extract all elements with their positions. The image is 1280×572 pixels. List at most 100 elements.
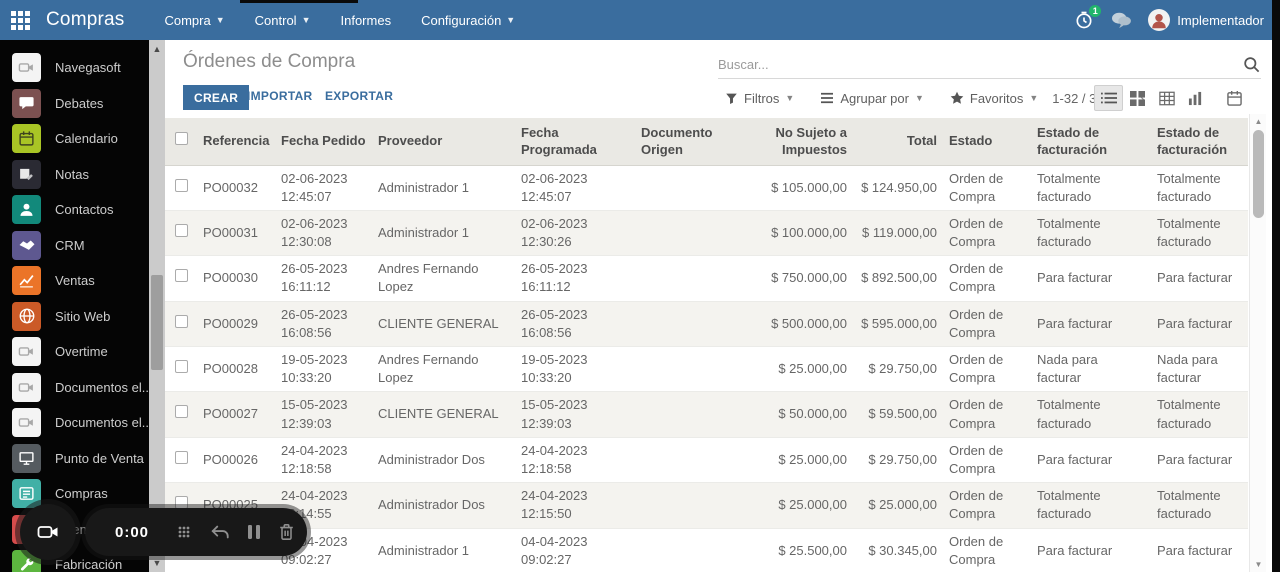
cell-estado-fact-1: Totalmente facturado <box>1031 210 1151 257</box>
table-row[interactable]: PO00027 15-05-2023 12:39:03 CLIENTE GENE… <box>165 391 1248 438</box>
cell-total: $ 124.950,00 <box>853 165 943 211</box>
import-button[interactable]: IMPORTAR <box>247 89 313 103</box>
cell-fecha-pedido: 02-06-2023 12:30:08 <box>275 210 372 257</box>
cell-fecha-programada: 02-06-2023 12:45:07 <box>515 165 635 211</box>
timer-icon[interactable]: 1 <box>1074 5 1102 30</box>
apps-grid-icon[interactable] <box>0 0 40 40</box>
col-referencia[interactable]: Referencia <box>197 118 275 166</box>
sidebar-app-item[interactable]: CRM <box>0 228 165 264</box>
col-proveedor[interactable]: Proveedor <box>372 118 515 166</box>
camera-icon <box>12 372 41 402</box>
sidebar-app-item[interactable]: Contactos <box>0 192 165 228</box>
col-fecha-pedido[interactable]: Fecha Pedido <box>275 118 372 166</box>
top-menu-item[interactable]: Control ▼ <box>254 12 311 28</box>
col-estado-fact-1[interactable]: Estado de facturación <box>1031 118 1151 166</box>
top-menu-item[interactable]: Informes ▼ <box>340 12 392 28</box>
sidebar-scrollbar[interactable]: ▲ ▼ <box>149 40 165 572</box>
filters-button[interactable]: Filtros ▼ <box>725 91 794 106</box>
row-checkbox[interactable] <box>175 450 188 464</box>
row-checkbox[interactable] <box>175 405 188 419</box>
create-button[interactable]: CREAR <box>183 85 250 110</box>
cell-fecha-pedido: 26-05-2023 16:11:12 <box>275 255 372 302</box>
star-icon <box>950 91 964 104</box>
table-row[interactable]: PO00025 24-04-2023 12:14:55 Administrado… <box>165 482 1248 529</box>
sidebar-app-item[interactable]: Documentos el... <box>0 370 165 406</box>
search-input[interactable] <box>718 56 1242 72</box>
sidebar-app-item[interactable]: Overtime <box>0 334 165 370</box>
undo-icon[interactable] <box>210 523 230 541</box>
row-checkbox[interactable] <box>175 178 188 192</box>
sidebar-app-item[interactable]: Ventas <box>0 263 165 299</box>
col-no-sujeto[interactable]: No Sujeto a Impuestos <box>735 118 853 166</box>
col-estado[interactable]: Estado <box>943 118 1031 166</box>
sidebar-scroll-thumb[interactable] <box>151 275 163 370</box>
group-by-button[interactable]: Agrupar por ▼ <box>820 91 924 106</box>
row-checkbox[interactable] <box>175 360 188 374</box>
top-menu-item[interactable]: Compra ▼ <box>164 12 225 28</box>
scroll-up-icon[interactable]: ▲ <box>152 44 162 54</box>
cell-total: $ 25.000,00 <box>853 482 943 529</box>
search-icon[interactable] <box>1242 55 1261 74</box>
camera-icon <box>12 53 41 83</box>
cell-total: $ 29.750,00 <box>853 346 943 393</box>
screen-notch <box>240 0 358 3</box>
table-row[interactable]: PO00026 24-04-2023 12:18:58 Administrado… <box>165 437 1248 484</box>
sidebar-app-item[interactable]: Notas <box>0 157 165 193</box>
col-fecha-programada[interactable]: Fecha Programada <box>515 118 635 166</box>
page-title: Órdenes de Compra <box>183 51 356 72</box>
sidebar-app-item[interactable]: Navegasoft <box>0 50 165 86</box>
col-total[interactable]: Total <box>853 118 943 166</box>
cell-fecha-programada: 02-06-2023 12:30:26 <box>515 210 635 257</box>
col-estado-fact-2[interactable]: Estado de facturación <box>1151 118 1248 166</box>
cell-total: $ 119.000,00 <box>853 210 943 257</box>
table-row[interactable]: PO00030 26-05-2023 16:11:12 Andres Ferna… <box>165 255 1248 302</box>
cell-estado-fact-2: Para facturar <box>1151 528 1248 572</box>
chevron-down-icon: ▼ <box>914 93 924 103</box>
pause-icon[interactable] <box>247 524 261 540</box>
sidebar-app-item[interactable]: Sitio Web <box>0 299 165 335</box>
camera-button[interactable] <box>20 504 76 560</box>
sidebar-app-item[interactable]: Punto de Venta <box>0 441 165 477</box>
cell-fecha-pedido: 19-05-2023 10:33:20 <box>275 346 372 393</box>
row-checkbox[interactable] <box>175 269 188 283</box>
sidebar-app-item[interactable]: Calendario <box>0 121 165 157</box>
camera-icon <box>12 408 41 438</box>
kanban-view-button[interactable] <box>1123 85 1152 111</box>
table-row[interactable]: PO00032 02-06-2023 12:45:07 Administrado… <box>165 165 1248 211</box>
next-page-icon[interactable]: › <box>1139 88 1145 108</box>
table-scrollbar[interactable]: ▲ ▼ <box>1249 114 1266 572</box>
graph-view-button[interactable] <box>1181 85 1210 111</box>
chat-icon[interactable] <box>1110 11 1132 29</box>
top-menu: Compra ▼ Control ▼ Informes ▼ Configurac… <box>164 13 515 28</box>
cell-no-sujeto: $ 25.500,00 <box>735 528 853 572</box>
pivot-view-button[interactable] <box>1152 85 1181 111</box>
select-all-checkbox[interactable] <box>175 132 188 146</box>
sidebar-app-item[interactable]: Documentos el... <box>0 405 165 441</box>
row-checkbox[interactable] <box>175 223 188 237</box>
table-row[interactable]: PO00031 02-06-2023 12:30:08 Administrado… <box>165 210 1248 257</box>
table-row[interactable]: PO00028 19-05-2023 10:33:20 Andres Ferna… <box>165 346 1248 393</box>
scroll-up-icon[interactable]: ▲ <box>1254 117 1263 126</box>
export-button[interactable]: EXPORTAR <box>325 89 394 103</box>
table-row[interactable]: 04-04-2023 09:02:27 Administrador 1 04-0… <box>165 528 1248 572</box>
cell-referencia: PO00032 <box>197 165 275 211</box>
col-documento-origen[interactable]: Documento Origen <box>635 118 735 166</box>
scroll-down-icon[interactable]: ▼ <box>1254 560 1263 569</box>
list-view-button[interactable] <box>1094 85 1123 111</box>
user-menu[interactable]: Implementador <box>1148 9 1264 31</box>
calendar-view-button[interactable] <box>1220 85 1249 111</box>
favorites-button[interactable]: Favoritos ▼ <box>950 91 1038 106</box>
trash-icon[interactable] <box>278 523 295 541</box>
drag-handle-icon[interactable] <box>175 523 193 541</box>
sidebar-app-item[interactable]: Compras <box>0 476 165 512</box>
list-icon <box>12 479 41 509</box>
sidebar-app-item[interactable]: Debates <box>0 86 165 122</box>
table-row[interactable]: PO00029 26-05-2023 16:08:56 CLIENTE GENE… <box>165 301 1248 348</box>
cell-estado-fact-1: Totalmente facturado <box>1031 482 1151 529</box>
row-checkbox[interactable] <box>175 314 188 328</box>
top-menu-item[interactable]: Configuración ▼ <box>421 12 516 28</box>
control-bar: Filtros ▼ Agrupar por ▼ Favoritos ▼ 1-32… <box>725 85 1261 111</box>
table-scroll-thumb[interactable] <box>1253 130 1264 218</box>
main-content: Órdenes de Compra CREAR IMPORTAR EXPORTA… <box>165 40 1272 572</box>
scroll-down-icon[interactable]: ▼ <box>152 558 162 568</box>
